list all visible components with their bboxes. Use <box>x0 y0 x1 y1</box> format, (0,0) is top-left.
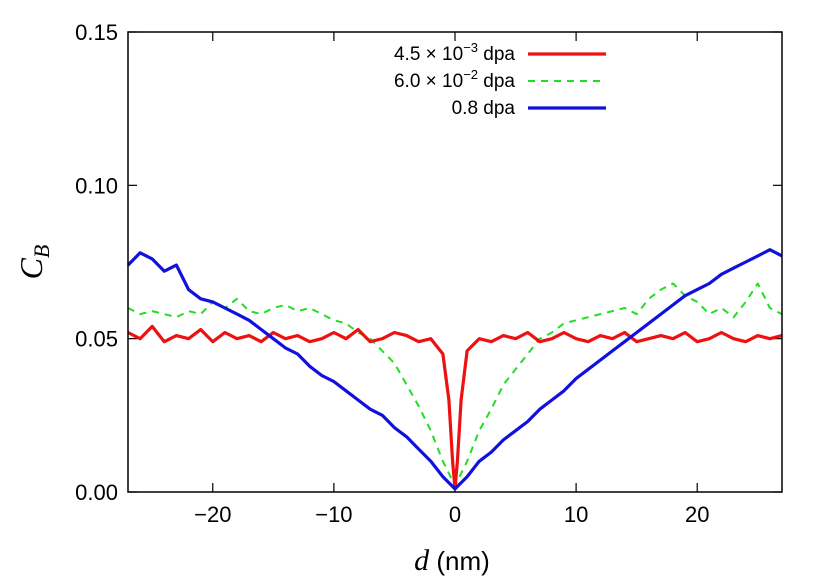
x-axis-label: d (nm) <box>414 544 490 577</box>
x-tick-label: 0 <box>449 502 461 527</box>
x-axis-variable: d <box>414 544 430 577</box>
series-line <box>127 282 783 487</box>
series-line <box>127 324 783 491</box>
plot-frame <box>127 31 783 493</box>
x-tick-label: 10 <box>564 502 588 527</box>
series-lines <box>126 248 783 491</box>
x-tick-label: 20 <box>685 502 709 527</box>
tick-labels: −20 −10 0 10 20 0.00 0.05 0.10 0.15 <box>75 20 709 527</box>
x-tick-label: −20 <box>194 502 231 527</box>
y-tick-label: 0.15 <box>75 20 118 45</box>
y-tick-label: 0.10 <box>75 173 118 198</box>
legend-label: 4.5 × 10−3 dpa <box>394 40 515 65</box>
x-axis-unit: (nm) <box>429 546 490 576</box>
legend-label: 6.0 × 10−2 dpa <box>394 67 515 92</box>
legend-label: 0.8 dpa <box>452 98 516 119</box>
y-tick-label: 0.05 <box>75 327 118 352</box>
x-tick-label: −10 <box>315 502 352 527</box>
y-axis-main: C <box>13 257 49 279</box>
y-axis-label: CB <box>13 245 54 280</box>
series-line <box>126 248 783 491</box>
y-tick-label: 0.00 <box>75 480 118 505</box>
y-axis-subscript: B <box>29 245 54 258</box>
